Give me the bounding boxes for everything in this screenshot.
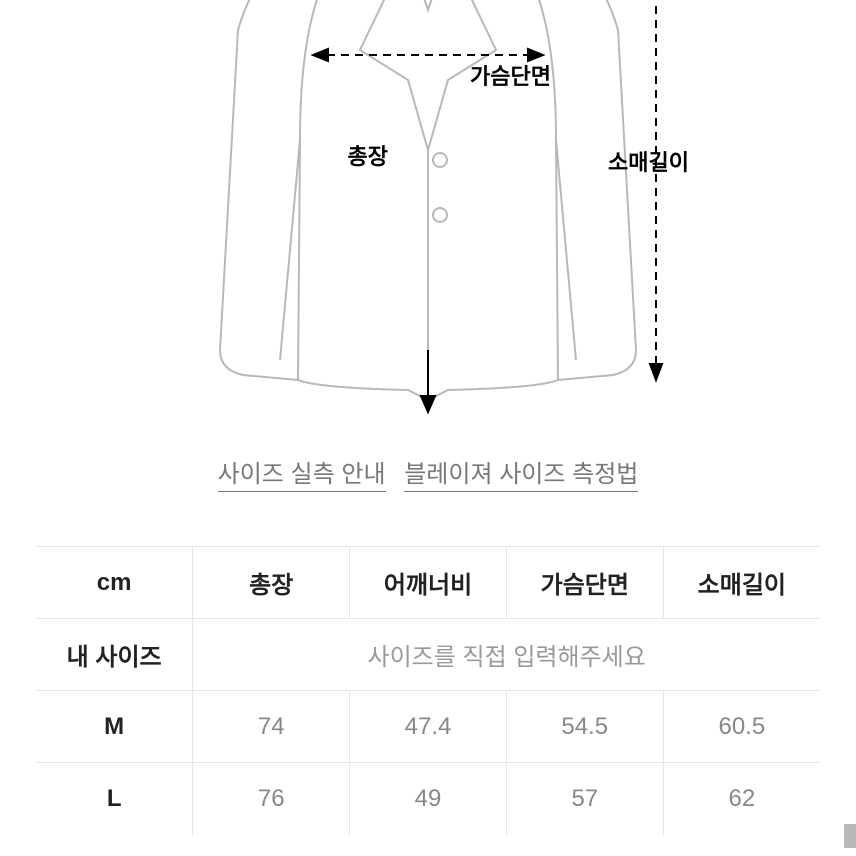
cell: 49 [350, 763, 507, 835]
size-label: L [36, 763, 193, 835]
header-unit: cm [36, 547, 193, 619]
cell: 74 [193, 691, 350, 763]
size-label: M [36, 691, 193, 763]
header-col-3: 소매길이 [663, 547, 820, 619]
my-size-row[interactable]: 내 사이즈 사이즈를 직접 입력해주세요 [36, 619, 820, 691]
link-measure-method[interactable]: 블레이져 사이즈 측정법 [404, 454, 638, 492]
header-col-2: 가슴단면 [506, 547, 663, 619]
cell: 57 [506, 763, 663, 835]
cell: 54.5 [506, 691, 663, 763]
size-table: cm 총장 어깨너비 가슴단면 소매길이 내 사이즈 사이즈를 직접 입력해주세… [36, 546, 820, 835]
measurement-diagram: 가슴단면 총장 소매길이 [0, 0, 856, 440]
size-guide-links: 사이즈 실측 안내 블레이져 사이즈 측정법 [0, 454, 856, 492]
size-table-container: cm 총장 어깨너비 가슴단면 소매길이 내 사이즈 사이즈를 직접 입력해주세… [0, 546, 856, 835]
scrollbar-thumb[interactable] [844, 824, 856, 848]
cell: 76 [193, 763, 350, 835]
my-size-placeholder[interactable]: 사이즈를 직접 입력해주세요 [193, 619, 820, 691]
header-col-0: 총장 [193, 547, 350, 619]
cell: 47.4 [350, 691, 507, 763]
header-col-1: 어깨너비 [350, 547, 507, 619]
my-size-label: 내 사이즈 [36, 619, 193, 691]
label-sleeve: 소매길이 [608, 150, 689, 175]
blazer-diagram-svg: 가슴단면 총장 소매길이 [108, 0, 748, 440]
cell: 62 [663, 763, 820, 835]
link-size-guide[interactable]: 사이즈 실측 안내 [218, 454, 386, 492]
cell: 60.5 [663, 691, 820, 763]
label-length: 총장 [348, 144, 388, 169]
table-header-row: cm 총장 어깨너비 가슴단면 소매길이 [36, 547, 820, 619]
table-row: L 76 49 57 62 [36, 763, 820, 835]
label-chest: 가슴단면 [470, 64, 551, 89]
table-row: M 74 47.4 54.5 60.5 [36, 691, 820, 763]
